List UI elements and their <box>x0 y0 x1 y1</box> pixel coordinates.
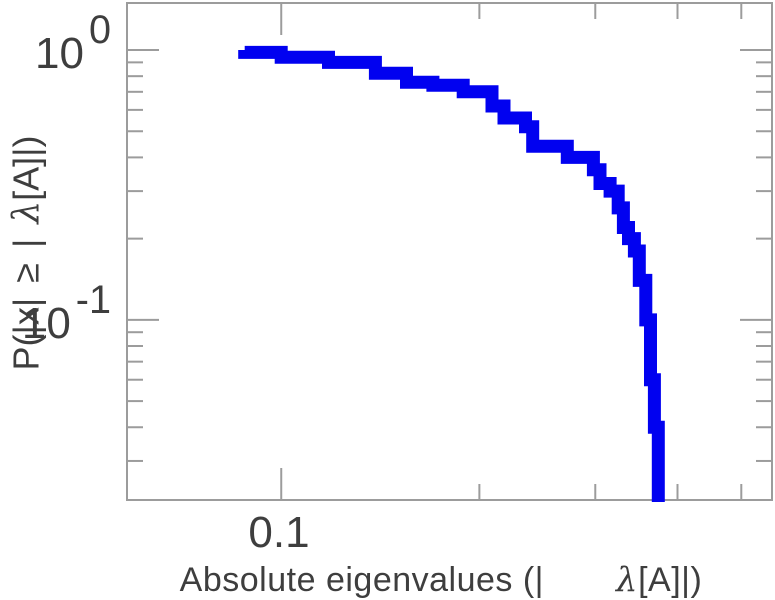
lambda-symbol: λ <box>6 200 48 224</box>
y-tick-label-1e-1: 10 -1 <box>21 281 111 348</box>
x-tick-label-0.1: 0.1 <box>248 508 310 557</box>
y-tick-exponent: 0 <box>88 8 111 53</box>
lambda-symbol: λ <box>616 560 639 600</box>
x-axis-title-suffix: [A]|) <box>638 561 703 599</box>
plot-border <box>126 2 773 501</box>
y-axis-title-text: P(|x| ≥ | <box>5 223 47 371</box>
y-tick-base: 10 <box>35 29 84 78</box>
y-tick-base: 10 <box>21 299 71 348</box>
y-tick-label-1e0: 10 0 <box>35 11 111 78</box>
x-axis-title: Absolute eigenvalues (| λ[A]|) <box>180 563 703 597</box>
ccdf-curve <box>238 45 667 502</box>
y-axis-title-suffix: [A]|) <box>5 135 47 201</box>
x-axis-title-text: Absolute eigenvalues (| <box>179 561 545 599</box>
y-tick-exponent: -1 <box>75 278 111 323</box>
